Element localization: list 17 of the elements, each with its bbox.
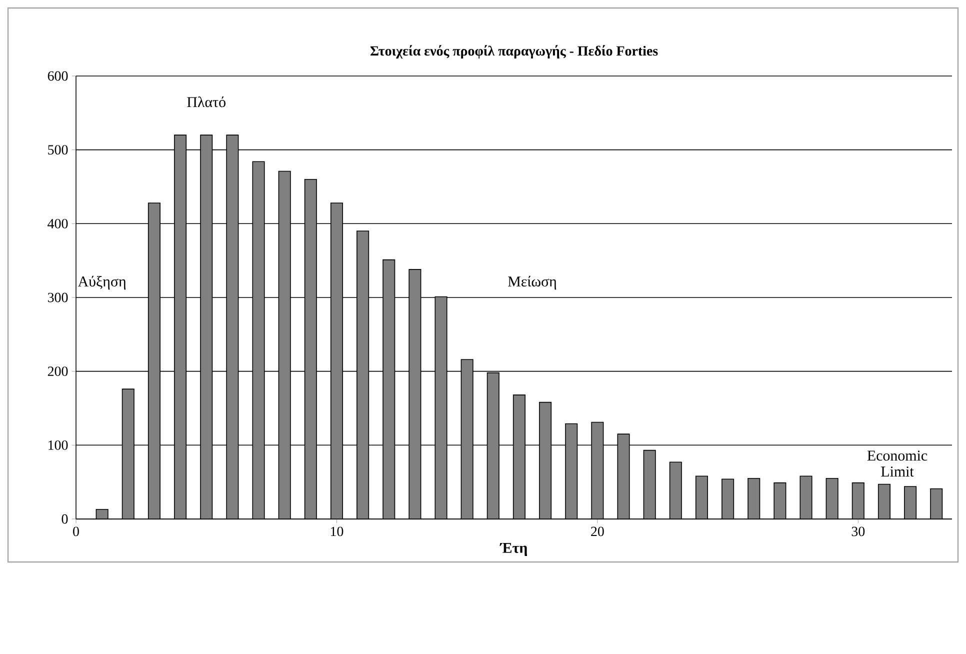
annotation: Μείωση xyxy=(508,276,556,290)
y-tick-label: 0 xyxy=(62,514,68,524)
y-tick-label: 200 xyxy=(48,366,68,376)
y-tick-label: 500 xyxy=(48,145,68,155)
x-tick-label: 10 xyxy=(330,526,344,536)
y-tick-label: 300 xyxy=(48,292,68,302)
x-tick-label: 20 xyxy=(591,526,604,536)
y-tick-label: 600 xyxy=(48,71,68,81)
x-axis-title: Έτη xyxy=(500,543,528,556)
annotation: Economic Limit xyxy=(867,450,928,477)
y-tick-label: 400 xyxy=(48,218,68,228)
annotation: Πλατό xyxy=(187,96,226,108)
y-tick-label: 100 xyxy=(48,440,68,450)
x-tick-label: 0 xyxy=(73,526,79,536)
chart-title: Στοιχεία ενός προφίλ παραγωγής - Πεδίο Forties xyxy=(370,45,658,58)
x-tick-label: 30 xyxy=(852,526,865,536)
annotation: Αύξηση xyxy=(78,276,126,290)
